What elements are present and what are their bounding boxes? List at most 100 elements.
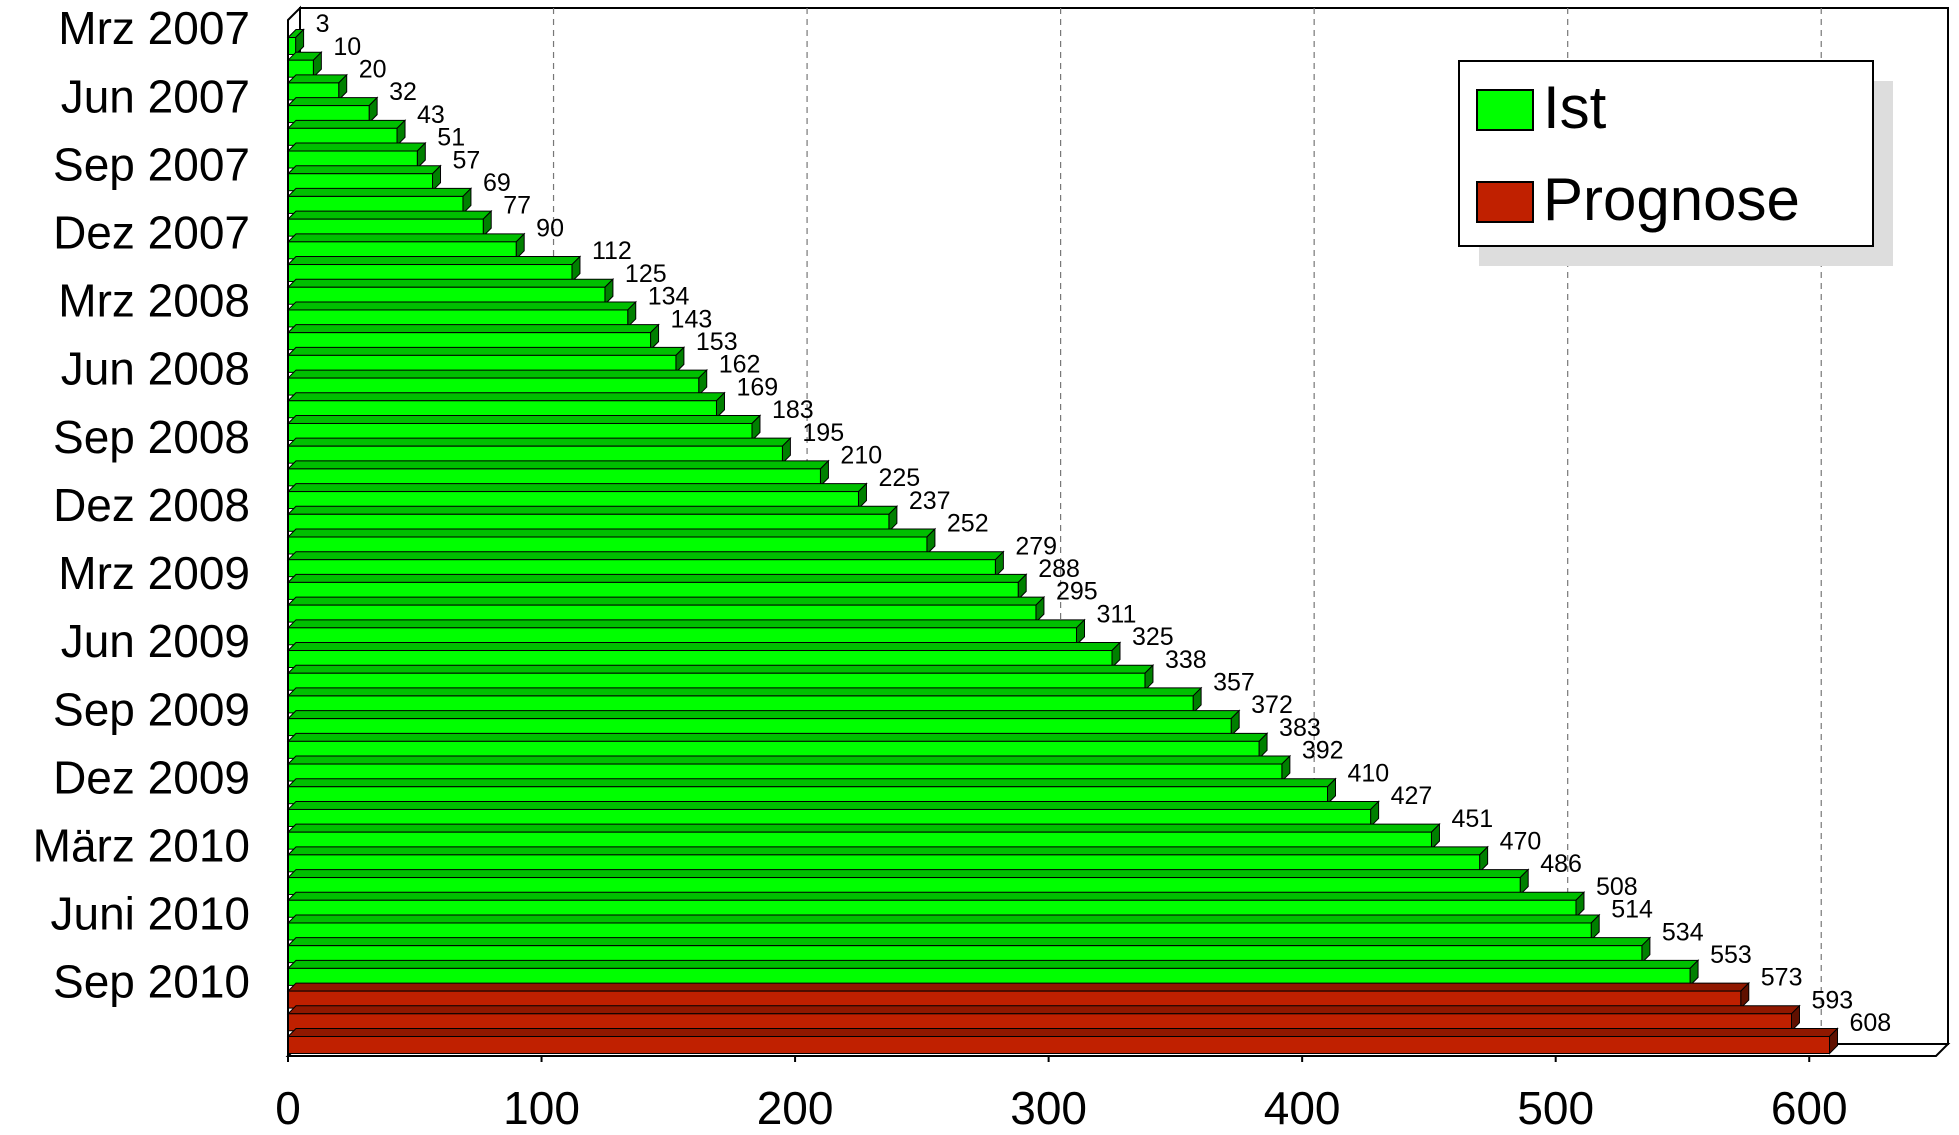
value-label: 77 (503, 192, 531, 220)
value-label: 451 (1451, 805, 1493, 833)
value-label: 210 (840, 441, 882, 469)
bar-top (286, 573, 1028, 583)
bar-top (286, 301, 637, 311)
bar (286, 28, 305, 56)
bar (286, 391, 726, 419)
bar-top (286, 460, 830, 470)
bar-top (286, 891, 1586, 901)
value-label: 32 (389, 78, 417, 106)
bar-top (286, 823, 1441, 833)
legend-label: Prognose (1543, 166, 1800, 233)
y-tick-label: Sep 2010 (53, 956, 250, 1008)
bar-front (287, 37, 297, 55)
value-label: 252 (947, 510, 989, 538)
bar (286, 73, 348, 102)
bar (286, 436, 792, 465)
legend-swatch (1476, 89, 1534, 131)
y-tick-label: Jun 2008 (61, 343, 250, 395)
value-label: 392 (1302, 737, 1344, 765)
value-label: 372 (1251, 691, 1293, 719)
bar-top (286, 937, 1652, 947)
value-label: 237 (909, 487, 951, 515)
value-label: 288 (1038, 555, 1080, 583)
bar-top (286, 346, 686, 356)
value-label: 195 (802, 419, 844, 447)
bar-top (286, 914, 1601, 924)
bar (286, 618, 1086, 647)
legend-label: Ist (1543, 74, 1607, 141)
bar (286, 232, 526, 261)
bar-top (286, 414, 762, 424)
bar (286, 573, 1028, 601)
x-tick-label: 200 (757, 1082, 834, 1134)
value-label: 125 (625, 260, 667, 288)
bar (286, 1004, 1801, 1033)
bar-top (286, 369, 708, 379)
value-label: 112 (592, 237, 632, 265)
bar-top (286, 278, 615, 288)
bar-top (286, 619, 1086, 629)
y-tick-label: Mrz 2007 (58, 2, 250, 54)
bar-top (286, 233, 526, 243)
value-label: 311 (1097, 600, 1137, 628)
bar-top (286, 528, 937, 538)
bar (286, 891, 1586, 919)
y-tick-label: März 2010 (33, 820, 250, 872)
bar-top (286, 97, 379, 107)
value-label: 43 (417, 101, 445, 129)
value-label: 325 (1132, 623, 1174, 651)
value-label: 3 (316, 10, 330, 38)
value-label: 573 (1761, 964, 1803, 992)
bar (286, 209, 493, 238)
bar (286, 141, 427, 170)
value-label: 295 (1056, 578, 1098, 606)
y-tick-label: Dez 2008 (53, 479, 250, 531)
bar-top (286, 324, 660, 334)
x-tick-label: 400 (1264, 1082, 1341, 1134)
bar (286, 981, 1750, 1010)
bar-top (286, 187, 473, 197)
bar (286, 96, 379, 124)
x-tick-label: 0 (275, 1082, 301, 1134)
bar (286, 664, 1155, 692)
bar (286, 414, 762, 442)
legend-swatch (1476, 181, 1534, 223)
x-tick-label: 100 (503, 1082, 580, 1134)
value-label: 225 (878, 464, 920, 492)
bar-top (286, 687, 1203, 697)
y-tick-label: Jun 2007 (61, 70, 250, 122)
y-tick-label: Jun 2009 (61, 615, 250, 667)
bar-top (286, 959, 1700, 969)
bar-top (286, 210, 493, 220)
bar (286, 686, 1203, 715)
value-label: 608 (1850, 1009, 1892, 1037)
value-label: 69 (483, 169, 511, 197)
value-label: 51 (437, 124, 465, 152)
bar-top (286, 119, 407, 129)
value-label: 153 (696, 328, 738, 356)
bar (286, 323, 660, 351)
bar-top (286, 664, 1155, 674)
bar-top (286, 165, 442, 175)
bar-top (286, 505, 899, 515)
bar-top (286, 869, 1530, 879)
value-label: 534 (1662, 918, 1704, 946)
bar (286, 550, 1005, 578)
value-label: 134 (648, 283, 690, 311)
bar (286, 868, 1530, 896)
value-label: 338 (1165, 646, 1207, 674)
bar (286, 346, 686, 374)
value-label: 508 (1596, 873, 1638, 901)
bar (286, 459, 830, 488)
bar (286, 913, 1601, 942)
bar (286, 527, 937, 556)
y-tick-label: Mrz 2008 (58, 275, 250, 327)
y-tick-label: Sep 2007 (53, 138, 250, 190)
bar (286, 119, 407, 147)
bar-top (286, 778, 1337, 788)
value-label: 427 (1391, 782, 1433, 810)
bar (286, 754, 1292, 783)
bar (286, 278, 615, 306)
bar-top (286, 1005, 1801, 1015)
value-label: 10 (333, 33, 361, 61)
